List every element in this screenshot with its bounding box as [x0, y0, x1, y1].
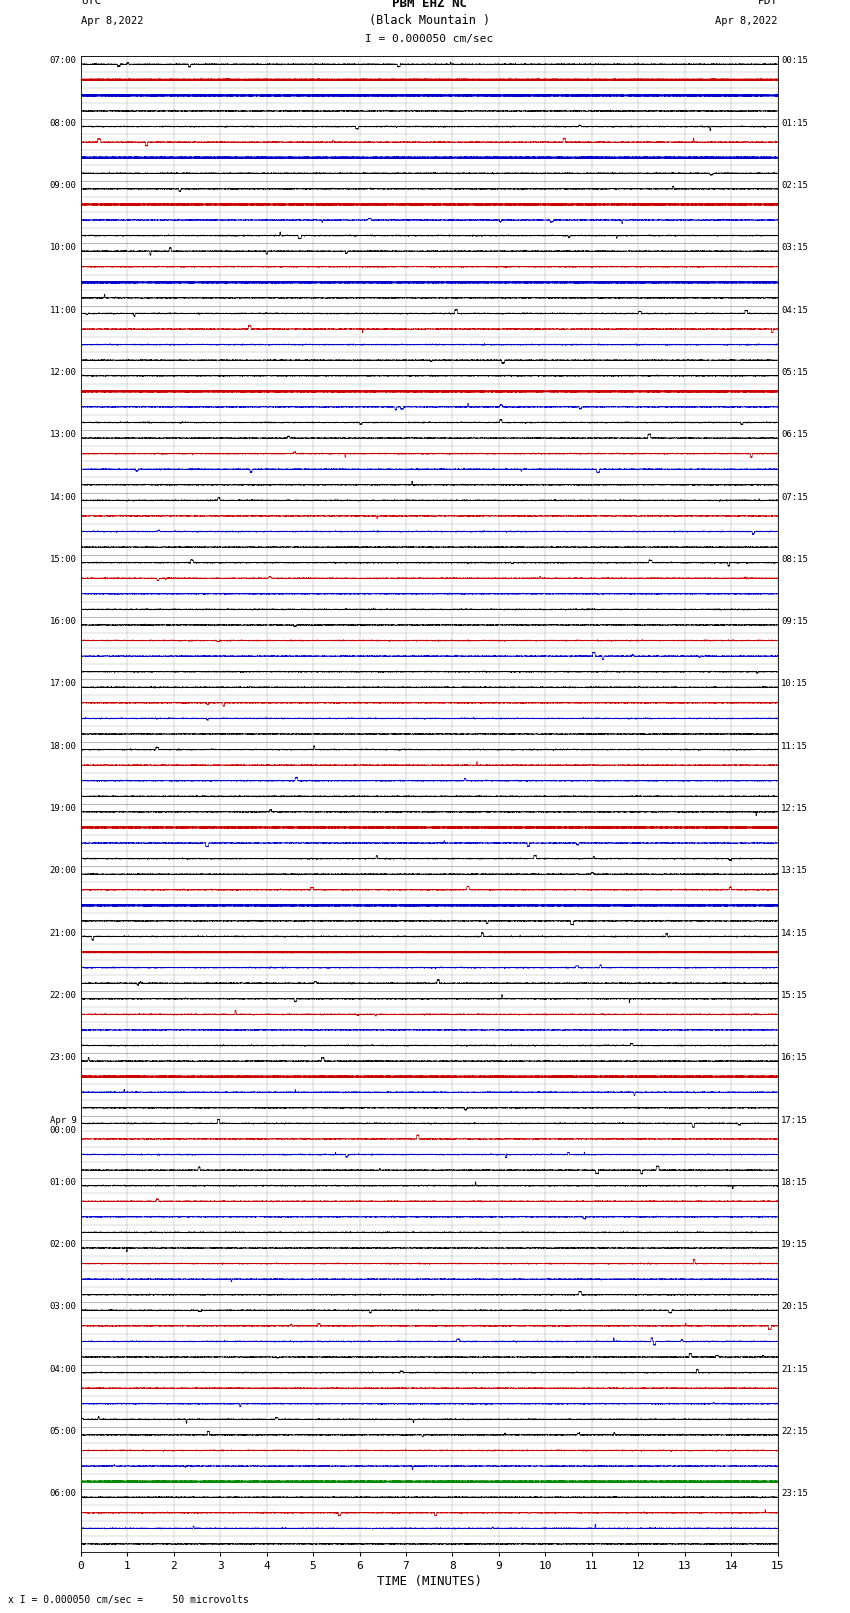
Text: 12:00: 12:00: [49, 368, 76, 377]
Text: 15:00: 15:00: [49, 555, 76, 565]
Text: 11:00: 11:00: [49, 306, 76, 315]
Text: Apr 9
00:00: Apr 9 00:00: [49, 1116, 76, 1136]
Text: PDT: PDT: [757, 0, 778, 6]
Text: 14:00: 14:00: [49, 492, 76, 502]
Text: 20:15: 20:15: [781, 1303, 808, 1311]
Text: 04:15: 04:15: [781, 306, 808, 315]
Text: 22:00: 22:00: [49, 990, 76, 1000]
Text: 19:15: 19:15: [781, 1240, 808, 1248]
Text: 08:00: 08:00: [49, 119, 76, 127]
Text: 23:15: 23:15: [781, 1489, 808, 1498]
Text: 22:15: 22:15: [781, 1428, 808, 1436]
Text: 12:15: 12:15: [781, 805, 808, 813]
Text: 10:00: 10:00: [49, 244, 76, 252]
Text: 10:15: 10:15: [781, 679, 808, 689]
Text: I = 0.000050 cm/sec: I = 0.000050 cm/sec: [366, 34, 493, 44]
Text: 09:00: 09:00: [49, 181, 76, 190]
Text: 18:15: 18:15: [781, 1177, 808, 1187]
Text: 23:00: 23:00: [49, 1053, 76, 1063]
Text: 19:00: 19:00: [49, 805, 76, 813]
Text: 17:00: 17:00: [49, 679, 76, 689]
Text: 14:15: 14:15: [781, 929, 808, 937]
Text: 21:15: 21:15: [781, 1365, 808, 1374]
Text: 01:15: 01:15: [781, 119, 808, 127]
Text: Apr 8,2022: Apr 8,2022: [715, 16, 778, 26]
Text: 03:15: 03:15: [781, 244, 808, 252]
Text: 05:00: 05:00: [49, 1428, 76, 1436]
Text: 07:15: 07:15: [781, 492, 808, 502]
Text: 02:15: 02:15: [781, 181, 808, 190]
Text: 00:15: 00:15: [781, 56, 808, 66]
Text: 13:00: 13:00: [49, 431, 76, 439]
Text: 16:00: 16:00: [49, 618, 76, 626]
Text: UTC: UTC: [81, 0, 101, 6]
Text: 16:15: 16:15: [781, 1053, 808, 1063]
Text: 03:00: 03:00: [49, 1303, 76, 1311]
Text: 11:15: 11:15: [781, 742, 808, 750]
Text: 07:00: 07:00: [49, 56, 76, 66]
Text: 05:15: 05:15: [781, 368, 808, 377]
Text: 02:00: 02:00: [49, 1240, 76, 1248]
Text: 06:15: 06:15: [781, 431, 808, 439]
Text: (Black Mountain ): (Black Mountain ): [369, 15, 490, 27]
X-axis label: TIME (MINUTES): TIME (MINUTES): [377, 1574, 482, 1587]
Text: 21:00: 21:00: [49, 929, 76, 937]
Text: 06:00: 06:00: [49, 1489, 76, 1498]
Text: x I = 0.000050 cm/sec =     50 microvolts: x I = 0.000050 cm/sec = 50 microvolts: [8, 1595, 249, 1605]
Text: 04:00: 04:00: [49, 1365, 76, 1374]
Text: 20:00: 20:00: [49, 866, 76, 876]
Text: 15:15: 15:15: [781, 990, 808, 1000]
Text: PBM EHZ NC: PBM EHZ NC: [392, 0, 467, 10]
Text: 18:00: 18:00: [49, 742, 76, 750]
Text: Apr 8,2022: Apr 8,2022: [81, 16, 144, 26]
Text: 08:15: 08:15: [781, 555, 808, 565]
Text: 17:15: 17:15: [781, 1116, 808, 1124]
Text: 13:15: 13:15: [781, 866, 808, 876]
Text: 09:15: 09:15: [781, 618, 808, 626]
Text: 01:00: 01:00: [49, 1177, 76, 1187]
